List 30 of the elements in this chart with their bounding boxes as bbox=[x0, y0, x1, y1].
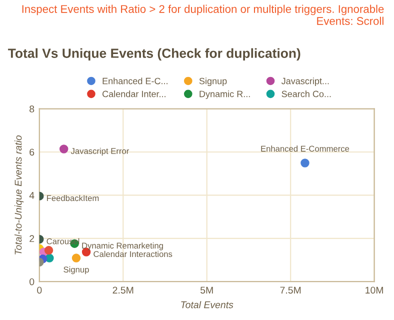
y-tick-label: 2 bbox=[30, 235, 34, 242]
annotation: FeedbackItem bbox=[47, 194, 99, 202]
y-tick-label: 0 bbox=[30, 278, 34, 286]
point bbox=[72, 254, 81, 262]
chart-title: Total Vs Unique Events (Check for duplication) bbox=[8, 48, 300, 61]
legend-label: Calendar Inter... bbox=[102, 90, 166, 98]
annotation: Calendar Interactions bbox=[94, 250, 172, 258]
annotation: Enhanced E-Commerce bbox=[261, 146, 350, 152]
point bbox=[45, 254, 54, 262]
y-tick-label: 8 bbox=[30, 106, 34, 112]
x-tick-label: 2.5M bbox=[112, 286, 134, 294]
x-axis-title: Total Events bbox=[181, 301, 234, 308]
x-tick-label: 0 bbox=[37, 286, 42, 294]
x-tick-label: 10M bbox=[366, 286, 383, 294]
annotation: Signup bbox=[64, 266, 89, 274]
y-axis-title: Total-to-Unique Events ratio bbox=[14, 135, 24, 254]
legend-label: Signup bbox=[199, 78, 227, 86]
annotation: Dynamic Remarketing bbox=[82, 242, 163, 250]
x-tick-label: 7.5M bbox=[280, 286, 301, 294]
legend-label: Enhanced E-C... bbox=[102, 78, 168, 84]
annotation: Javascript Error bbox=[70, 148, 129, 156]
y-tick-label: 4 bbox=[29, 192, 34, 199]
y-tick-label: 6 bbox=[30, 148, 34, 156]
text: Inspect Events with Ratio > 2 for duplication or multiple triggers. Ignorable Events: Scroll bbox=[22, 4, 384, 25]
point bbox=[59, 144, 68, 154]
legend-label: Search Co... bbox=[282, 90, 331, 98]
point bbox=[300, 158, 310, 168]
legend-label: Javascript... bbox=[281, 78, 329, 86]
legend-label: Dynamic R... bbox=[200, 90, 250, 99]
x-tick-label: 5M bbox=[200, 286, 213, 294]
